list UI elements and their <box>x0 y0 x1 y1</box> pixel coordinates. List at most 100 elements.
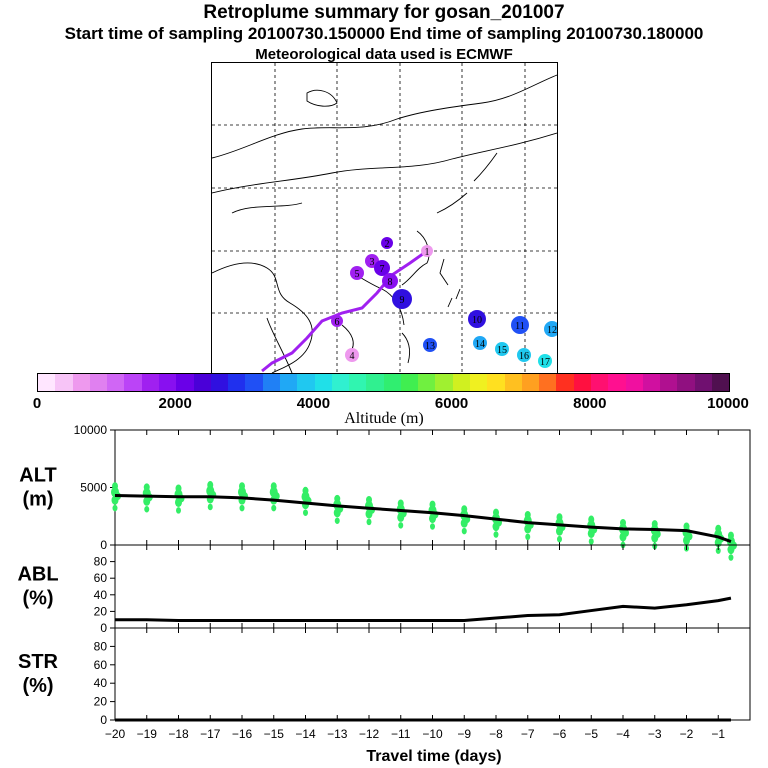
day-marker-label: 12 <box>547 325 557 336</box>
y-tick-label: 60 <box>94 571 108 585</box>
day-marker: 16 <box>517 348 531 362</box>
map-gridlines <box>212 63 557 373</box>
day-marker: 11 <box>511 316 529 334</box>
day-marker-label: 5 <box>355 269 360 280</box>
x-tick-label: −13 <box>327 727 348 741</box>
colorbar-segment <box>245 374 263 391</box>
colorbar-segment <box>521 374 540 391</box>
colorbar-segment <box>349 374 367 391</box>
y-tick-label: 40 <box>94 676 108 690</box>
colorbar-segment <box>504 374 522 391</box>
y-tick-label: 0 <box>100 538 107 552</box>
colorbar-segment <box>591 374 609 391</box>
colorbar-segment <box>193 374 211 391</box>
day-marker-label: 13 <box>425 341 435 352</box>
colorbar-segment <box>539 374 557 391</box>
day-marker-label: 3 <box>370 257 375 268</box>
y-tick-label: 80 <box>94 639 108 653</box>
sampling-times: Start time of sampling 20100730.150000 E… <box>64 24 704 43</box>
alt-point <box>366 496 372 504</box>
alt-point <box>493 508 499 517</box>
alt-point <box>525 533 531 541</box>
x-tick-label: −19 <box>137 727 158 741</box>
alt-point <box>493 531 499 538</box>
x-tick-label: −5 <box>584 727 598 741</box>
colorbar-tick-label: 4000 <box>296 395 331 412</box>
colorbar-segment <box>400 374 419 391</box>
colorbar-segment <box>141 374 159 391</box>
colorbar-segment <box>366 374 384 391</box>
day-marker-dot <box>511 316 529 334</box>
alt-point <box>334 494 341 503</box>
day-marker-label: 15 <box>497 345 507 356</box>
met-data-note: Meteorological data used is ECMWF <box>255 46 513 63</box>
x-tick-label: −9 <box>457 727 471 741</box>
alt-cluster <box>365 496 375 526</box>
colorbar-segment <box>107 374 125 391</box>
x-tick-label: −11 <box>391 727 411 741</box>
day-marker: 17 <box>538 354 552 368</box>
colorbar-segment <box>642 374 661 391</box>
alt-cluster <box>238 482 248 512</box>
day-marker-label: 2 <box>385 239 390 250</box>
y-tick-label: 80 <box>94 555 108 569</box>
panel-frame <box>114 627 751 721</box>
day-marker-label: 17 <box>540 357 550 368</box>
colorbar-segment <box>262 374 280 391</box>
alt-cluster <box>682 522 693 552</box>
colorbar-tick-label: 10000 <box>707 395 749 412</box>
day-marker-label: 10 <box>472 315 482 326</box>
colorbar-segment <box>435 374 453 391</box>
alt-point <box>366 518 372 526</box>
x-tick-label: −10 <box>422 727 443 741</box>
alt-point <box>730 541 737 550</box>
y-tick-label: 20 <box>94 695 108 709</box>
day-marker: 1 <box>421 245 433 258</box>
plume-trajectory <box>261 249 428 373</box>
alt-point <box>334 517 340 524</box>
alt-point <box>715 547 721 554</box>
day-marker: 10 <box>468 310 486 328</box>
alt-point <box>207 503 213 511</box>
day-marker: 15 <box>495 342 509 356</box>
alt-cluster <box>174 484 185 514</box>
alt-point <box>588 515 595 524</box>
x-tick-label: −14 <box>295 727 316 741</box>
day-marker: 8 <box>382 273 398 289</box>
alt-cluster <box>460 505 471 535</box>
colorbar-segment <box>38 374 56 391</box>
x-axis-label: Travel time (days) <box>366 748 502 765</box>
y-tick-label: 60 <box>94 658 108 672</box>
day-marker-dot <box>468 310 486 328</box>
alt-point <box>715 524 722 533</box>
map-coastlines <box>212 74 557 373</box>
x-tick-label: −4 <box>616 727 630 741</box>
colorbar-segment <box>314 374 332 391</box>
colorbar-segment <box>55 374 73 391</box>
day-marker-dot <box>473 336 487 350</box>
alt-cluster <box>142 483 153 513</box>
panel-frame <box>114 544 751 629</box>
alt-mean-line <box>114 494 732 543</box>
alt-cluster <box>726 531 737 561</box>
day-marker-dot <box>392 289 412 309</box>
alt-point <box>588 538 594 545</box>
x-tick-label: −6 <box>553 727 567 741</box>
colorbar-segment <box>383 374 401 391</box>
alt-point <box>303 509 308 516</box>
colorbar-segment <box>279 374 298 391</box>
y-tick-label: 40 <box>94 588 108 602</box>
alt-point <box>727 531 734 540</box>
alt-cluster <box>619 519 629 549</box>
y-axis-label: (%) <box>22 675 53 697</box>
day-marker: 12 <box>544 321 557 337</box>
abl-line <box>115 596 732 623</box>
alt-point <box>556 513 563 522</box>
alt-point <box>461 505 468 513</box>
colorbar-segment <box>210 374 229 391</box>
colorbar-segment <box>452 374 471 391</box>
colorbar-segment <box>72 374 90 391</box>
day-marker-label: 16 <box>519 351 529 362</box>
